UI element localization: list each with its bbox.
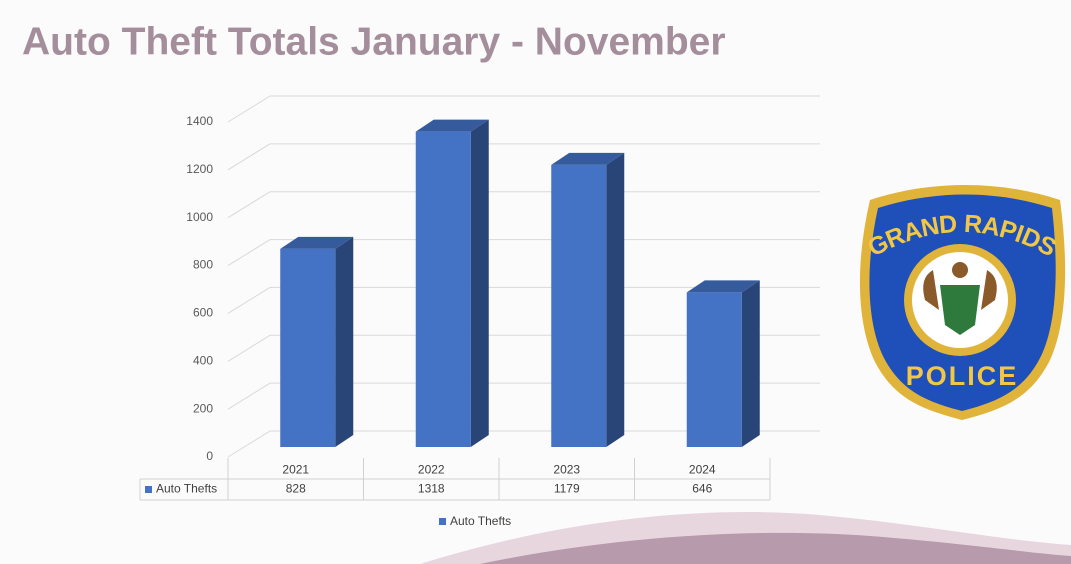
y-tick-label: 400 <box>193 353 213 367</box>
y-tick-label: 1000 <box>186 210 213 224</box>
table-value: 1179 <box>554 482 580 496</box>
wave-dark <box>480 532 1071 564</box>
table-series-name: Auto Thefts <box>156 482 217 496</box>
bar <box>551 152 625 447</box>
bar-side <box>470 119 489 447</box>
bar-front <box>415 131 471 447</box>
bar-front <box>280 248 336 447</box>
x-tick-label: 2021 <box>282 463 309 477</box>
x-tick-label: 2023 <box>553 463 580 477</box>
bar <box>686 280 760 447</box>
chart: 0 200 400 600 800 1000 1200 1400 Auto Thefts 828 1… <box>139 95 820 528</box>
bar-front <box>686 292 742 447</box>
bar-top <box>415 119 489 132</box>
police-badge: GRAND RAPIDS POLICE <box>859 185 1066 420</box>
bar-side <box>741 280 760 447</box>
bar-front <box>551 164 607 447</box>
seal-shield <box>940 285 980 335</box>
grid-line-side <box>227 239 271 266</box>
table-value: 828 <box>286 482 306 496</box>
y-tick-label: 0 <box>206 449 213 463</box>
seal-eagle <box>952 262 968 278</box>
slide-title: Auto Theft Totals January - November <box>22 20 726 63</box>
bar <box>415 119 489 447</box>
grid-line-side <box>227 382 271 410</box>
y-tick-label: 200 <box>193 401 213 415</box>
bar-side <box>335 236 354 447</box>
x-tick-label: 2024 <box>689 463 716 477</box>
legend-label: Auto Thefts <box>450 514 511 528</box>
table-legend-key <box>145 486 152 493</box>
seal-animals <box>923 270 997 310</box>
badge-bottom-text: POLICE <box>906 361 1019 391</box>
y-tick-label: 1200 <box>186 162 213 176</box>
grid-line-side <box>227 430 271 458</box>
grid-line-side <box>227 287 271 314</box>
bar-top <box>686 280 760 293</box>
bar-side <box>606 152 625 447</box>
grid-line-side <box>227 191 271 219</box>
y-tick-label: 800 <box>193 258 213 272</box>
bar-top <box>551 152 625 165</box>
table-value: 646 <box>692 482 712 496</box>
y-tick-label: 1400 <box>186 114 213 128</box>
x-tick-label: 2022 <box>418 463 445 477</box>
y-tick-label: 600 <box>193 306 213 320</box>
bar <box>280 236 354 447</box>
grid-line-side <box>227 95 271 123</box>
bar-top <box>280 236 354 249</box>
legend-key <box>439 518 446 525</box>
grid-line-side <box>227 334 271 362</box>
table-value: 1318 <box>418 482 445 496</box>
grid-line-side <box>227 143 271 171</box>
